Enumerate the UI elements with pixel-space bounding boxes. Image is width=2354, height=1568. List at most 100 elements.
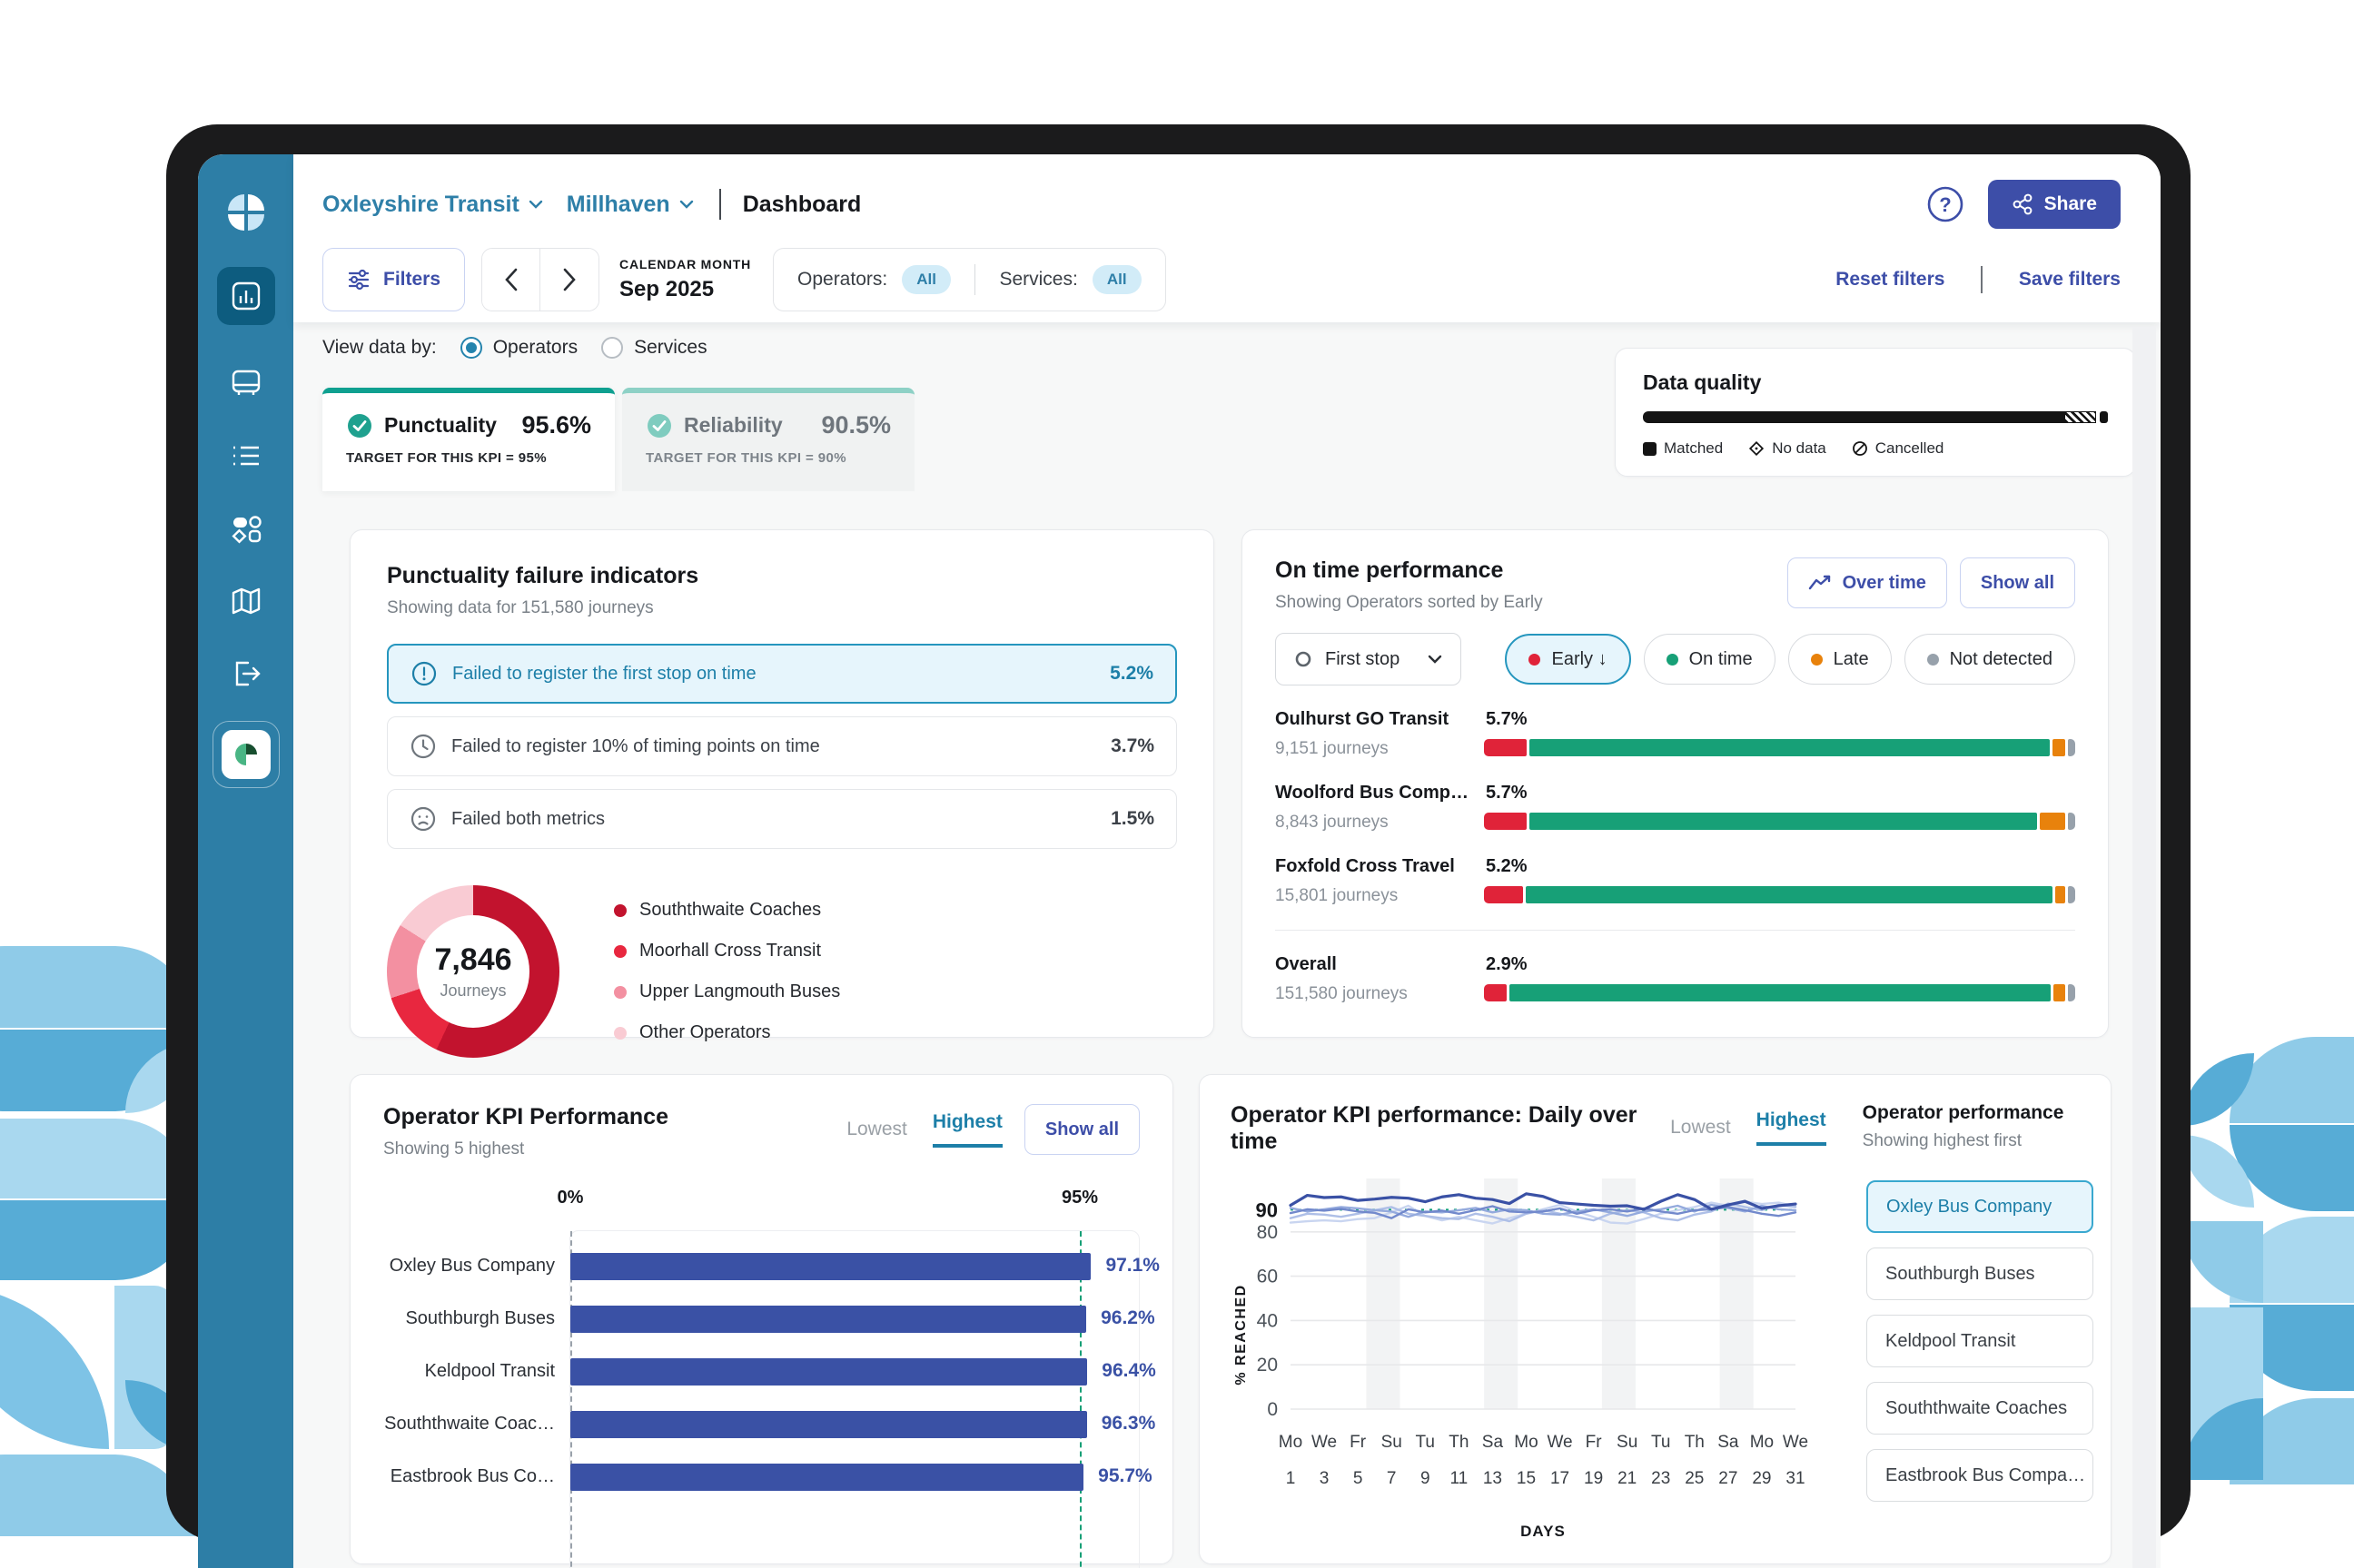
tab-punctuality[interactable]: Punctuality 95.6% TARGET FOR THIS KPI = … — [322, 388, 615, 491]
failure-indicator-row[interactable]: Failed to register 10% of timing points … — [387, 716, 1177, 776]
svg-text:Th: Th — [1685, 1433, 1705, 1452]
status-pill-early[interactable]: Early ↓ — [1505, 634, 1631, 685]
otp-show-all-button[interactable]: Show all — [1959, 557, 2075, 608]
otp-row: Foxfold Cross Travel 15,801 journeys 5.2% — [1275, 856, 2075, 906]
otp-operator-name-block: Foxfold Cross Travel 15,801 journeys — [1275, 856, 1484, 906]
chevron-down-icon — [679, 200, 693, 209]
breadcrumb: Oxleyshire Transit Millhaven Dashboard ? — [322, 171, 2121, 238]
status-filter-pills: Early ↓ On time Late Not detected — [1505, 634, 2075, 685]
status-pill-label: Not detected — [1949, 648, 2052, 669]
operator-list-item[interactable]: Southburgh Buses — [1866, 1247, 2093, 1300]
otp-overall-row: Overall 151,580 journeys 2.9% — [1275, 954, 2075, 1004]
breadcrumb-org-dropdown[interactable]: Oxleyshire Transit — [322, 192, 543, 218]
next-month-button[interactable] — [540, 249, 599, 311]
scrollbar-track[interactable] — [2132, 327, 2156, 1568]
kpi-bar — [570, 1411, 1087, 1438]
donut-center-label: Journeys — [440, 981, 507, 1000]
help-button[interactable]: ? — [1926, 185, 1964, 223]
filters-links-divider — [1981, 266, 1983, 293]
filters-button-label: Filters — [383, 269, 441, 290]
status-pill-on-time[interactable]: On time — [1643, 634, 1775, 685]
stop-circle-icon — [1295, 651, 1311, 667]
legend-item-cancelled: Cancelled — [1852, 439, 1944, 458]
otp-show-all-label: Show all — [1980, 572, 2054, 593]
otp-stacked-bar — [1484, 813, 2075, 830]
legend-matched-label: Matched — [1664, 439, 1724, 457]
share-button[interactable]: Share — [1987, 180, 2121, 229]
status-pill-late[interactable]: Late — [1787, 634, 1892, 685]
otp-row: Woolford Bus Comp… 8,843 journeys 5.7% — [1275, 783, 2075, 833]
status-pill-not-detected[interactable]: Not detected — [1904, 634, 2075, 685]
view-by-operators-radio[interactable]: Operators — [460, 337, 578, 359]
page-title: Dashboard — [742, 191, 862, 217]
sidebar-item-dashboard[interactable] — [216, 267, 275, 325]
svg-text:We: We — [1783, 1433, 1808, 1452]
otp-card-subtitle: Showing Operators sorted by Early — [1275, 593, 1543, 612]
sidebar-item-app-shortcut[interactable] — [212, 721, 280, 788]
sidebar-item-vehicles[interactable] — [226, 363, 266, 403]
scope-filters-box[interactable]: Operators: All Services: All — [773, 248, 1166, 311]
kpi-bar-value: 95.7% — [1098, 1465, 1152, 1486]
weekend-band — [1601, 1178, 1636, 1409]
daily-line-chart: 0 20 40 60 80 90 Mo 1 We 3 Fr 5 Su 7 Tu 9 Th 11 Sa 13 Mo 15 We… — [1231, 1164, 1866, 1568]
operator-list-item[interactable]: Oxley Bus Company — [1866, 1180, 2093, 1233]
svg-text:90: 90 — [1256, 1198, 1278, 1221]
bar-segment-not-detected — [2068, 984, 2075, 1001]
reset-filters-link[interactable]: Reset filters — [1835, 269, 1945, 290]
otp-operator-journeys: 151,580 journeys — [1275, 984, 1408, 1003]
failure-indicator-row[interactable]: Failed both metrics 1.5% — [387, 789, 1177, 849]
kpi-bar-row: 97.1% — [570, 1240, 1160, 1293]
sidebar-item-categories[interactable] — [226, 508, 266, 548]
operators-filter-value-badge: All — [902, 265, 951, 294]
failure-indicator-row[interactable]: Failed to register the first stop on tim… — [387, 644, 1177, 704]
view-by-services-radio[interactable]: Services — [601, 337, 707, 359]
sidebar — [198, 154, 293, 1568]
legend-dot-icon — [614, 944, 627, 958]
tab-reliability[interactable]: Reliability 90.5% TARGET FOR THIS KPI = … — [622, 388, 915, 491]
otp-overall-divider — [1275, 930, 2075, 931]
operator-list-item[interactable]: Souththwaite Coaches — [1866, 1382, 2093, 1435]
kpi-bar-category-label: Oxley Bus Company — [389, 1255, 555, 1276]
otp-card-title: On time performance — [1275, 557, 1504, 583]
otp-early-value: 5.7% — [1486, 709, 1528, 729]
svg-text:Tu: Tu — [1416, 1433, 1435, 1452]
bar-chart-icon — [229, 279, 263, 313]
breadcrumb-region-dropdown[interactable]: Millhaven — [567, 192, 694, 218]
header: Oxleyshire Transit Millhaven Dashboard ? — [293, 154, 2161, 322]
legend-dot-icon — [614, 985, 627, 999]
cancelled-icon — [1852, 441, 1867, 456]
svg-text:11: 11 — [1449, 1469, 1468, 1488]
bar-segment-early — [1484, 813, 1527, 830]
svg-text:1: 1 — [1286, 1469, 1296, 1488]
sidebar-item-services-list[interactable] — [226, 436, 266, 476]
weekend-band — [1719, 1178, 1754, 1409]
otp-operator-name: Oulhurst GO Transit — [1275, 709, 1449, 729]
over-time-button[interactable]: Over time — [1786, 557, 1947, 608]
kpi-bar-category-label: Southburgh Buses — [405, 1307, 555, 1328]
operator-list-item[interactable]: Keldpool Transit — [1866, 1315, 2093, 1367]
stop-type-dropdown[interactable]: First stop — [1275, 633, 1461, 685]
view-data-by-label: View data by: — [322, 337, 437, 358]
kpi-show-all-button[interactable]: Show all — [1024, 1104, 1140, 1155]
alert-circle-icon — [410, 660, 438, 687]
save-filters-link[interactable]: Save filters — [2018, 269, 2121, 290]
donut-legend-label: Moorhall Cross Transit — [639, 941, 822, 961]
kpi-sort-toggle: Lowest Highest — [846, 1104, 1003, 1148]
sidebar-item-map[interactable] — [226, 581, 266, 621]
failure-indicator-value: 3.7% — [1111, 735, 1154, 756]
kpi-sort-lowest[interactable]: Lowest — [846, 1119, 907, 1139]
chevron-down-icon — [1428, 655, 1442, 664]
kpi-sort-highest[interactable]: Highest — [932, 1111, 1003, 1148]
operator-list-item[interactable]: Eastbrook Bus Compa… — [1866, 1449, 2093, 1502]
filters-button[interactable]: Filters — [322, 248, 466, 311]
kpi-axis-target-label: 95% — [1062, 1188, 1099, 1208]
otp-operator-name-block: Overall 151,580 journeys — [1275, 954, 1484, 1004]
sidebar-item-sign-out[interactable] — [226, 654, 266, 694]
previous-month-button[interactable] — [482, 249, 541, 311]
view-by-services-label: Services — [634, 337, 707, 358]
daily-sort-highest[interactable]: Highest — [1756, 1109, 1826, 1146]
status-dot-icon — [1666, 653, 1678, 666]
data-quality-bar — [1643, 411, 2108, 423]
daily-sort-lowest[interactable]: Lowest — [1670, 1117, 1731, 1138]
donut-legend-label: Souththwaite Coaches — [639, 900, 822, 920]
